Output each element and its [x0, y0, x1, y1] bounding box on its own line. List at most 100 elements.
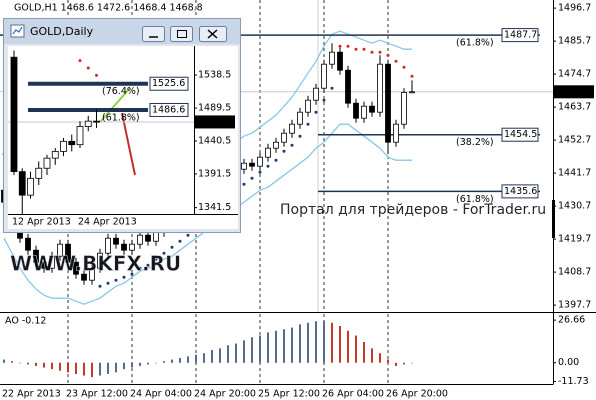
candle-body — [33, 249, 39, 263]
ao-bar — [315, 321, 317, 363]
candle-body — [73, 261, 79, 275]
restore-icon — [177, 30, 187, 38]
candle-body — [281, 132, 287, 143]
panel-frame — [0, 0, 596, 385]
inset-window: GOLD,Daily 12 Apr 2013 24 Apr 20131538.51… — [3, 18, 241, 233]
y-tick-label: -11.73 — [558, 376, 589, 387]
ao-bar — [3, 359, 5, 363]
sar-dot — [370, 50, 374, 54]
ao-bar — [11, 361, 13, 363]
candle-body — [41, 261, 47, 269]
candle-body — [409, 91, 415, 94]
window-title: GOLD,Daily — [30, 25, 94, 38]
x-tick-label: 24 Apr 20:00 — [194, 389, 256, 400]
sar-dot — [298, 134, 302, 138]
candle-body — [145, 234, 151, 242]
fibo-ratio: (61.8%) — [456, 194, 494, 205]
ao-bar — [131, 362, 133, 368]
sar-dot — [178, 239, 182, 243]
sar-dot — [170, 245, 174, 249]
candle-body — [353, 102, 359, 119]
fibo-price: 1454.5 — [504, 129, 537, 140]
x-tick-label: 24 Apr 2013 — [78, 217, 137, 228]
fibo-price: 1525.6 — [152, 78, 185, 89]
inset-chart: 12 Apr 2013 24 Apr 2013 1538.5 1489.5 1440.5… — [8, 50, 235, 228]
sar-dot — [362, 47, 366, 51]
ao-bar — [323, 321, 325, 363]
close-icon — [207, 29, 218, 39]
ao-bar — [203, 353, 205, 363]
y-tick-label: 1463.7 — [558, 102, 591, 113]
minimize-button[interactable] — [142, 26, 165, 42]
sar-dot — [258, 170, 262, 174]
ao-bar — [331, 322, 333, 363]
sar-dot — [154, 257, 158, 261]
x-tick-label: 12 Apr 2013 — [12, 217, 71, 228]
candle-body — [401, 92, 407, 125]
candle-body — [68, 140, 76, 146]
inset-plot-area — [8, 46, 238, 229]
ao-bar — [259, 335, 261, 363]
ao-bar — [171, 359, 173, 363]
ao-bar — [283, 329, 285, 363]
y-tick-label: 1419.7 — [558, 234, 591, 245]
fibo-ratio: (76.4%) — [102, 86, 140, 97]
chart-title: GOLD,H1 1468.6 1472.6 1468.4 1468.8 — [14, 3, 203, 14]
ao-bar — [307, 322, 309, 363]
candle-body — [305, 99, 311, 113]
candle-body — [57, 243, 63, 257]
fibo-price-box — [501, 127, 539, 142]
ao-bar — [35, 362, 37, 366]
ao-bar — [27, 362, 29, 365]
candle-body — [51, 151, 59, 159]
window-icon-graph — [12, 26, 23, 35]
candle-body — [265, 147, 271, 158]
ao-bar — [355, 335, 357, 363]
ao-bar — [115, 362, 117, 373]
candle-body — [385, 63, 391, 143]
sar-dot — [122, 275, 126, 279]
candle-body — [153, 231, 159, 242]
sar-dot — [274, 158, 278, 162]
fibo-price-box — [149, 76, 189, 91]
candle-body — [137, 234, 143, 245]
candle-body — [377, 63, 383, 113]
y-tick-label: 1485.7 — [558, 36, 591, 47]
candle-body — [60, 140, 67, 152]
candle-body — [25, 237, 31, 251]
last-price: 1468.8 — [198, 116, 231, 127]
x-tick-label: 26 Apr 04:00 — [322, 389, 384, 400]
candle-body — [105, 237, 111, 254]
sar-dot — [330, 86, 334, 90]
restore-button[interactable] — [170, 26, 193, 42]
ao-bar — [139, 362, 141, 366]
sar-dot — [386, 53, 390, 57]
fibo-price: 1486.6 — [152, 104, 185, 115]
sar-dot — [290, 143, 294, 147]
watermark: Портал для трейдеров - ForTrader.ru — [280, 202, 546, 218]
ao-bar — [99, 362, 101, 376]
ao-bar — [251, 337, 253, 363]
candle-body — [393, 123, 399, 143]
x-tick-label: 24 Apr 04:00 — [130, 389, 192, 400]
sar-dot — [282, 149, 286, 153]
candle-body — [65, 243, 71, 263]
last-price: 1468.8 — [558, 86, 591, 97]
sar-dot — [95, 73, 98, 77]
y-tick-label: 1474.7 — [558, 69, 591, 80]
x-tick-label: 22 Apr 2013 — [2, 389, 61, 400]
ao-bar — [195, 354, 197, 363]
x-tick-label: 26 Apr 20:00 — [386, 389, 448, 400]
candle-body — [89, 267, 95, 281]
candle-body — [313, 87, 319, 101]
ao-panel: 26.66 0.00 -11.73 AO -0.12 — [3, 314, 589, 387]
fibo-ratio: (38.2%) — [456, 137, 494, 148]
candle-body — [93, 120, 100, 123]
y-tick-label: 0.00 — [558, 357, 579, 368]
y-tick-label: 1341.5 — [198, 202, 231, 213]
candle-body — [257, 156, 263, 167]
candle-body — [35, 167, 43, 179]
sar-dot — [354, 47, 358, 51]
candle-body — [76, 126, 84, 146]
ao-bar — [67, 362, 69, 373]
